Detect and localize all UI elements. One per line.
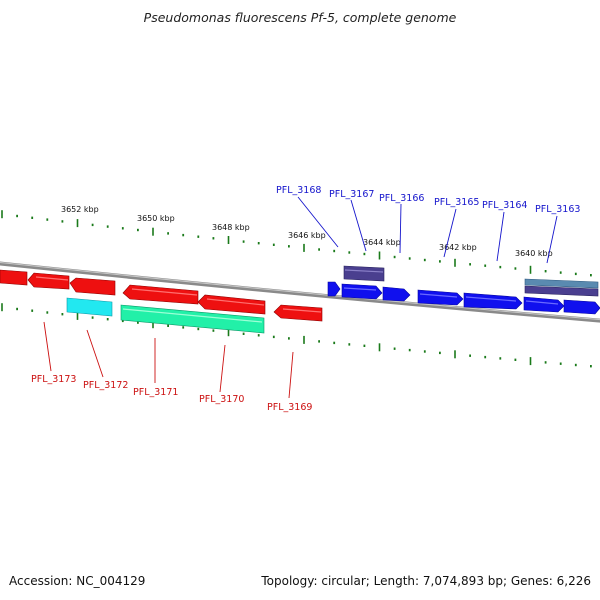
gene-shine bbox=[419, 293, 458, 298]
gene-red-6[interactable] bbox=[273, 304, 323, 322]
genome-summary-text: Topology: circular; Length: 7,074,893 bp… bbox=[261, 574, 591, 588]
callout-line bbox=[43, 321, 52, 372]
callout-line bbox=[288, 351, 294, 399]
gene-shine bbox=[344, 269, 384, 273]
gene-label-pfl-3165[interactable]: PFL_3165 bbox=[434, 197, 479, 208]
gene-label-pfl-3171[interactable]: PFL_3171 bbox=[133, 387, 178, 398]
lower-features bbox=[66, 297, 265, 334]
scale-label-3648: 3648 kbp bbox=[212, 223, 250, 232]
feature-cyan[interactable] bbox=[66, 297, 113, 317]
genome-backbone bbox=[0, 261, 600, 323]
gene-forward-edge[interactable] bbox=[563, 299, 600, 315]
gene-shine bbox=[465, 296, 517, 302]
gene-pfl-3167[interactable] bbox=[341, 283, 383, 300]
gene-red-edge[interactable] bbox=[0, 269, 28, 286]
scale-label-3644: 3644 kbp bbox=[363, 238, 401, 247]
gene-shine bbox=[343, 287, 377, 291]
gene-shine bbox=[131, 288, 198, 296]
gene-label-pfl-3167[interactable]: PFL_3167 bbox=[329, 189, 374, 200]
feature-steel[interactable] bbox=[524, 278, 599, 289]
gene-shine bbox=[122, 308, 263, 323]
gene-shine bbox=[525, 300, 559, 305]
reverse-strand-genes bbox=[0, 269, 323, 322]
callout-line bbox=[399, 203, 402, 254]
gene-label-pfl-3173[interactable]: PFL_3173 bbox=[31, 374, 76, 385]
scale-label-3650: 3650 kbp bbox=[137, 214, 175, 223]
forward-strand-genes bbox=[327, 281, 600, 315]
genome-backbone-highlight bbox=[0, 262, 600, 321]
scale-label-3640: 3640 kbp bbox=[515, 249, 553, 258]
callout-line bbox=[350, 199, 367, 252]
gene-label-pfl-3163[interactable]: PFL_3163 bbox=[535, 204, 580, 215]
gene-label-pfl-3172[interactable]: PFL_3172 bbox=[83, 380, 128, 391]
callout-line bbox=[443, 208, 457, 258]
gene-pfl-3168[interactable] bbox=[327, 281, 341, 297]
callout-line bbox=[86, 329, 104, 378]
scale-label-3652: 3652 kbp bbox=[61, 205, 99, 214]
callout-line bbox=[496, 211, 505, 262]
scale-label-3646: 3646 kbp bbox=[288, 231, 326, 240]
gene-pfl-3163[interactable] bbox=[523, 296, 565, 313]
gene-label-pfl-3166[interactable]: PFL_3166 bbox=[379, 193, 424, 204]
gene-pfl-3164[interactable] bbox=[463, 292, 523, 310]
gene-label-pfl-3170[interactable]: PFL_3170 bbox=[199, 394, 244, 405]
map-title: Pseudomonas fluorescens Pf-5, complete g… bbox=[143, 10, 457, 25]
scale-label-3642: 3642 kbp bbox=[439, 243, 477, 252]
gene-label-pfl-3169[interactable]: PFL_3169 bbox=[267, 402, 312, 413]
reverse-callouts bbox=[43, 321, 294, 399]
gene-shine bbox=[206, 298, 265, 306]
feature-purple-right[interactable] bbox=[524, 285, 599, 297]
accession-text: Accession: NC_004129 bbox=[9, 574, 146, 588]
gene-pfl-3165[interactable] bbox=[417, 289, 464, 306]
lower-scale-ruler bbox=[1, 303, 592, 368]
gene-label-pfl-3164[interactable]: PFL_3164 bbox=[482, 200, 527, 211]
upper-features bbox=[343, 265, 599, 297]
gene-shine bbox=[282, 308, 322, 313]
feature-purple-upper[interactable] bbox=[343, 265, 385, 282]
gene-red-2[interactable] bbox=[27, 272, 70, 290]
upper-scale-ruler bbox=[1, 210, 592, 277]
callout-line bbox=[546, 215, 558, 264]
gene-label-pfl-3168[interactable]: PFL_3168 bbox=[276, 185, 321, 196]
gene-shine bbox=[35, 276, 69, 281]
callout-line bbox=[219, 344, 226, 393]
callout-line bbox=[297, 196, 339, 248]
gene-red-3[interactable] bbox=[69, 277, 116, 296]
gene-pfl-3166[interactable] bbox=[382, 286, 411, 302]
forward-callouts bbox=[297, 196, 558, 264]
